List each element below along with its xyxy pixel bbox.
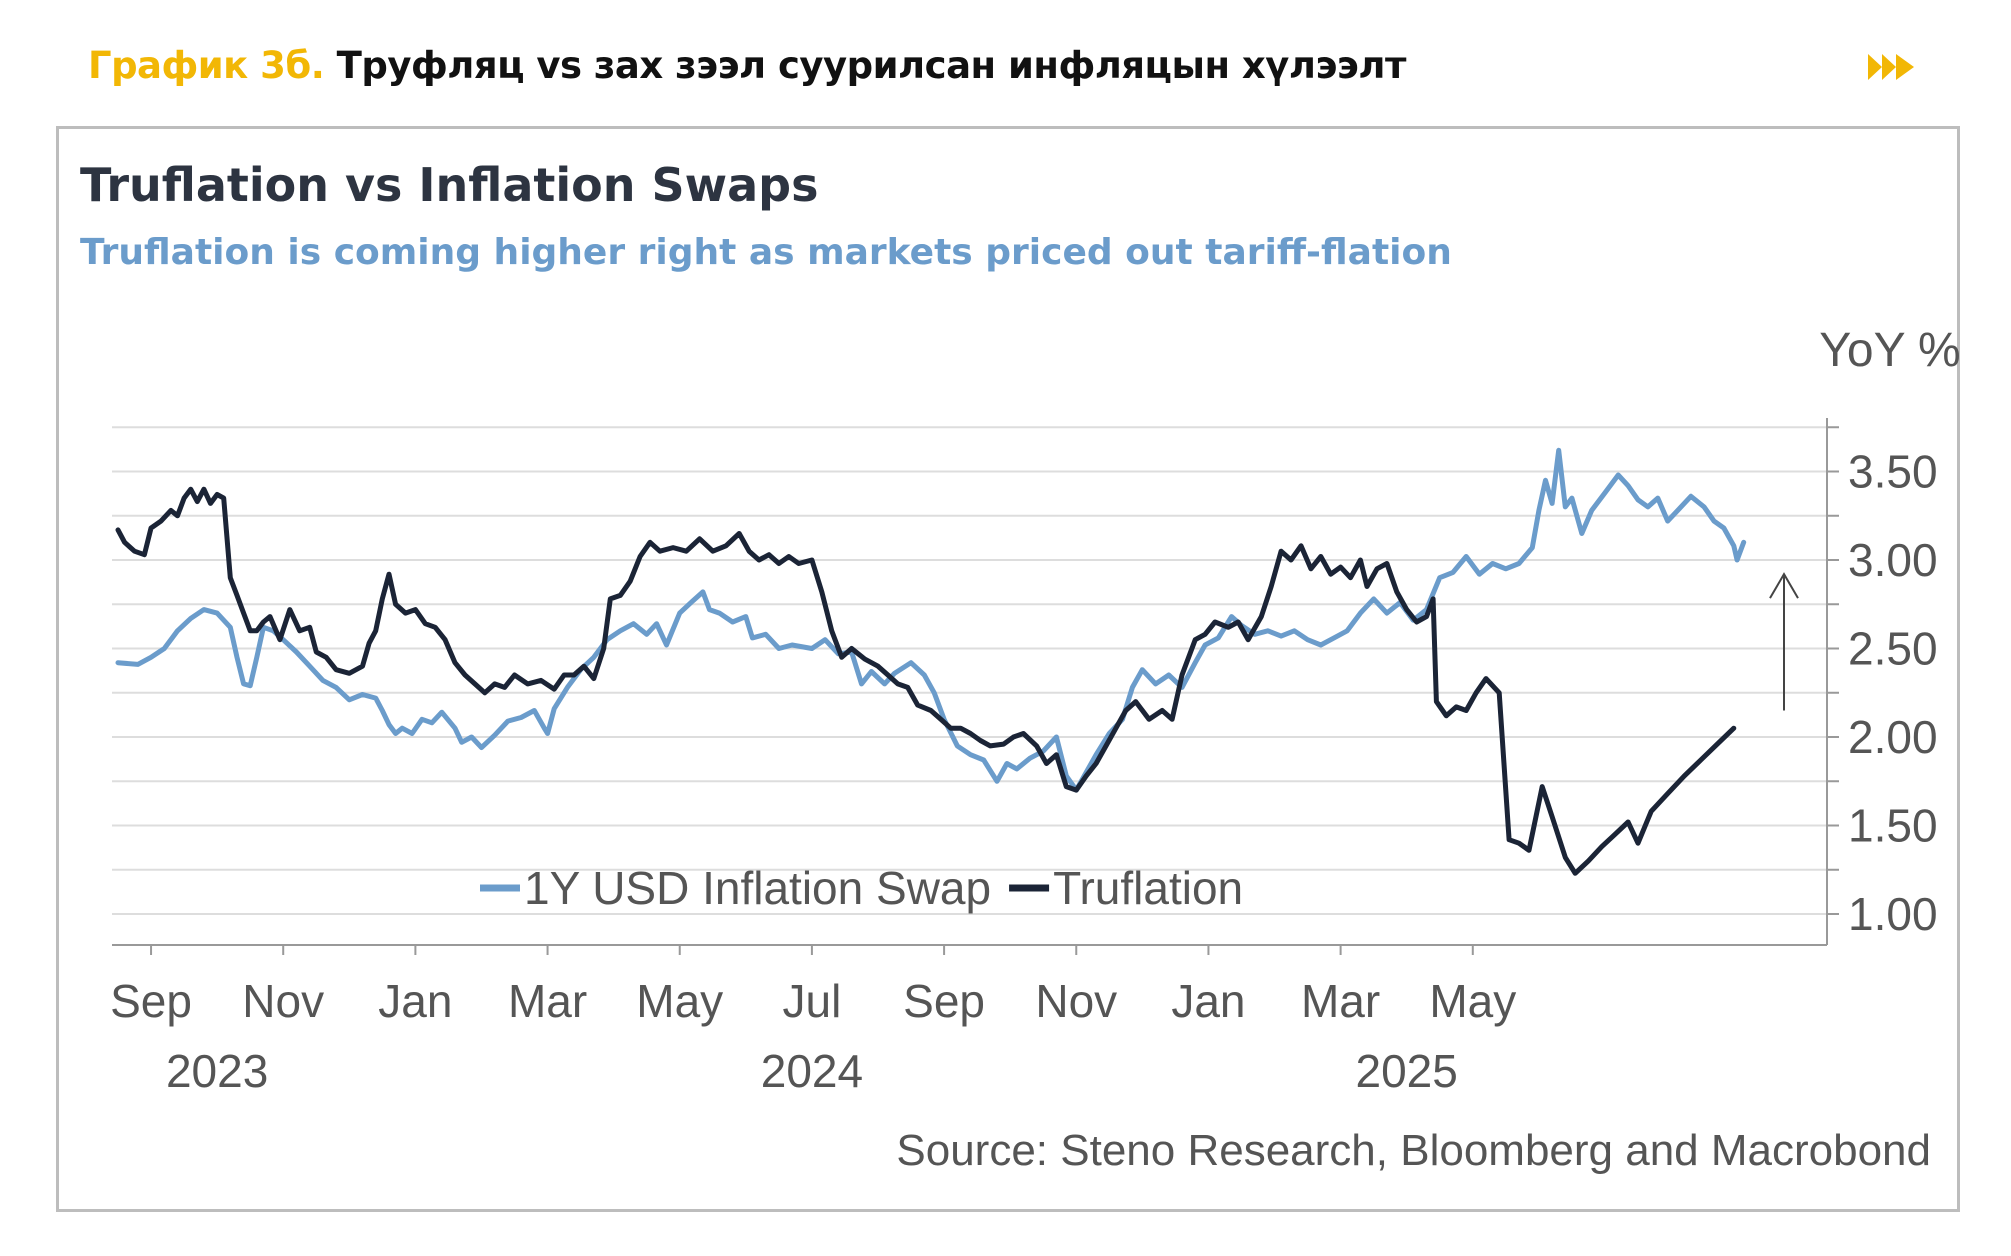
x-tick-label: May bbox=[1429, 975, 1516, 1027]
x-tick-label: Jan bbox=[1171, 975, 1245, 1027]
annotation-arrow-head bbox=[1769, 572, 1799, 599]
x-tick-label: Jul bbox=[783, 975, 842, 1027]
y-tick-label: 2.00 bbox=[1848, 711, 1938, 763]
annotations bbox=[1769, 572, 1799, 711]
gridlines bbox=[112, 426, 1827, 915]
chart-frame bbox=[56, 126, 1960, 1212]
x-year-label: 2024 bbox=[761, 1045, 863, 1097]
y-tick-label: 1.00 bbox=[1848, 888, 1938, 940]
x-tick-label: Sep bbox=[110, 975, 192, 1027]
y-tick-label: 3.50 bbox=[1848, 446, 1938, 498]
fast-forward-icon[interactable] bbox=[1868, 50, 1918, 84]
series-line-truflation bbox=[115, 486, 1737, 876]
figure-caption: Труфляц vs зах зээл суурилсан инфляцын х… bbox=[324, 44, 1407, 87]
x-tick-label: Mar bbox=[1301, 975, 1380, 1027]
x-tick-label: Jan bbox=[378, 975, 452, 1027]
y-tick-label: 3.00 bbox=[1848, 534, 1938, 586]
x-tick-label: Mar bbox=[508, 975, 587, 1027]
y-tick-label: 1.50 bbox=[1848, 800, 1938, 852]
figure-number: График 3б. bbox=[88, 44, 325, 87]
x-tick-label: May bbox=[636, 975, 723, 1027]
x-year-label: 2025 bbox=[1356, 1045, 1458, 1097]
series-line-swap bbox=[115, 447, 1747, 793]
chart-subtitle: Truflation is coming higher right as mar… bbox=[80, 232, 1452, 273]
legend-label: Truflation bbox=[1053, 862, 1243, 914]
source-note: Source: Steno Research, Bloomberg and Ma… bbox=[896, 1126, 1931, 1175]
chart-title: Truflation vs Inflation Swaps bbox=[80, 158, 819, 212]
legend: 1Y USD Inflation Swap Truflation bbox=[480, 862, 1243, 914]
axes: 1.00 1.50 2.00 2.50 3.00 3.50 YoY % Sep Nov Jan Ma… bbox=[110, 324, 1961, 1097]
legend-label: 1Y USD Inflation Swap bbox=[524, 862, 991, 914]
x-year-label: 2023 bbox=[166, 1045, 268, 1097]
y-axis-label: YoY % bbox=[1819, 324, 1960, 377]
x-tick-label: Nov bbox=[242, 975, 324, 1027]
x-tick-label: Nov bbox=[1035, 975, 1117, 1027]
figure-header: График 3б. Труфляц vs зах зээл суурилсан… bbox=[88, 44, 1918, 100]
y-tick-label: 2.50 bbox=[1848, 623, 1938, 675]
x-tick-label: Sep bbox=[903, 975, 985, 1027]
series-lines bbox=[115, 447, 1747, 876]
